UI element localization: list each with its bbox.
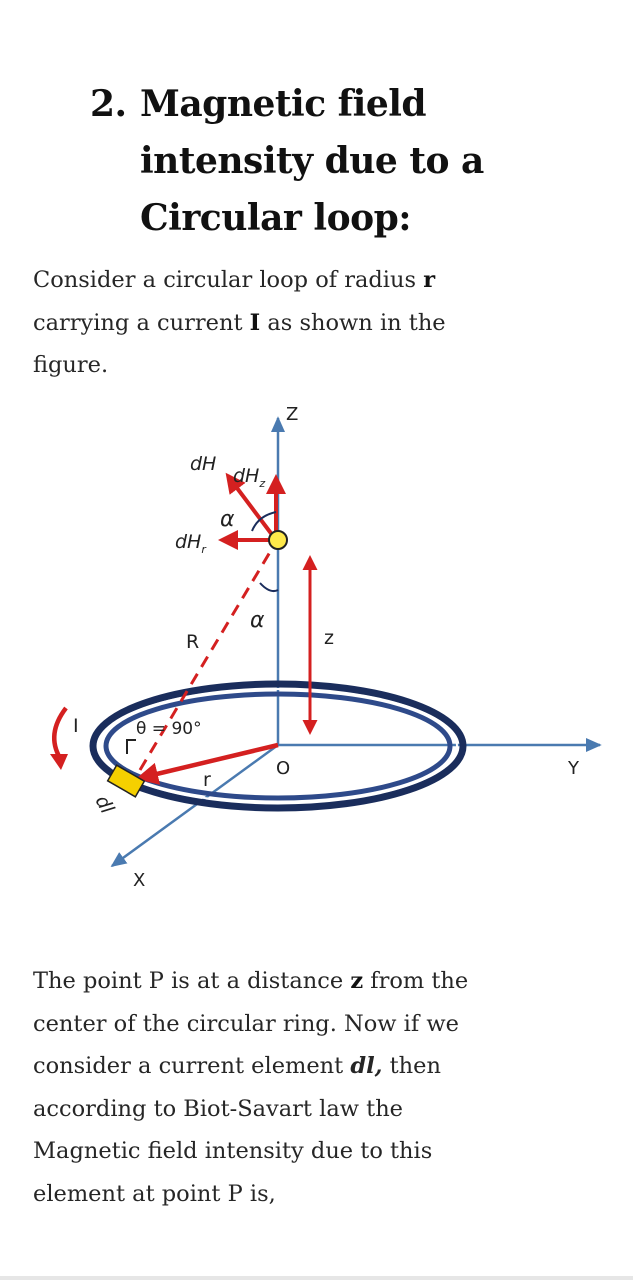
x-axis-label: X [133, 870, 145, 891]
alpha-arc-top [251, 511, 277, 532]
section-number: 2. [90, 83, 127, 125]
r-label: r [203, 769, 211, 791]
alpha-mid-label: α [250, 608, 265, 633]
bottom-divider [0, 1276, 633, 1280]
loop-inner-ring [103, 691, 453, 801]
alpha-top-label: α [220, 507, 235, 532]
alpha-arc-mid [259, 582, 279, 593]
loop-outer-ring [89, 680, 467, 812]
title-line-2: intensity due to a [140, 140, 484, 182]
current-symbol: I [249, 309, 261, 336]
body-text: from the [363, 968, 469, 994]
R-dashed-line [138, 541, 278, 771]
body-line-6: element at point P is, [33, 1180, 276, 1207]
body-line-1: The point P is at a distance z from the [33, 960, 603, 1003]
point-P [268, 530, 288, 550]
body-paragraph: The point P is at a distance z from the … [33, 960, 603, 1215]
dHz-label: dHz [233, 465, 265, 490]
theta-label: θ = 90° [136, 719, 202, 739]
intro-text: carrying a current [33, 309, 250, 336]
z-distance-label: z [324, 627, 334, 649]
intro-line-1: Consider a circular loop of radius r [33, 259, 603, 302]
dl-label: dl [91, 792, 119, 818]
intro-line-3: figure. [33, 352, 109, 378]
body-line-3: consider a current element dl, then [33, 1045, 603, 1088]
current-element-dl [106, 764, 146, 798]
body-text: The point P is at a distance [33, 968, 351, 994]
origin-label: O [276, 758, 290, 779]
intro-line-2: carrying a current I as shown in the [33, 302, 603, 345]
z-axis-label: Z [286, 404, 298, 425]
x-axis [110, 743, 279, 868]
dH-label: dH [190, 453, 216, 475]
body-line-5: Magnetic field intensity due to this [33, 1138, 433, 1164]
body-line-4: according to Biot-Savart law the [33, 1095, 403, 1122]
r-vector [135, 742, 279, 785]
circular-loop-figure: Z Y X O dH dHz dHr α α R z I θ = 90° r d… [50, 404, 602, 891]
body-line-2: center of the circular ring. Now if we [33, 1010, 459, 1037]
dH-vector [225, 472, 278, 542]
dl-symbol: dl, [350, 1053, 383, 1079]
right-angle-mark [126, 739, 136, 754]
R-label: R [186, 631, 199, 653]
current-arrow-head [50, 754, 68, 770]
z-symbol: z [350, 968, 364, 994]
section-title: Magnetic field intensity due to a Circul… [140, 76, 600, 247]
intro-paragraph: Consider a circular loop of radius r car… [33, 259, 603, 387]
y-axis-label: Y [567, 758, 580, 779]
loop-highlight [98, 688, 458, 804]
current-direction-arrow [52, 706, 68, 760]
body-text: then [382, 1053, 441, 1079]
title-line-3: Circular loop: [140, 197, 412, 239]
dHr-label: dHr [175, 531, 207, 556]
title-line-1: Magnetic field [140, 83, 427, 125]
current-label: I [73, 715, 79, 737]
body-text: consider a current element [33, 1053, 351, 1079]
radius-symbol: r [423, 267, 436, 293]
intro-text: Consider a circular loop of radius [33, 267, 424, 293]
intro-text: as shown in the [260, 309, 446, 336]
